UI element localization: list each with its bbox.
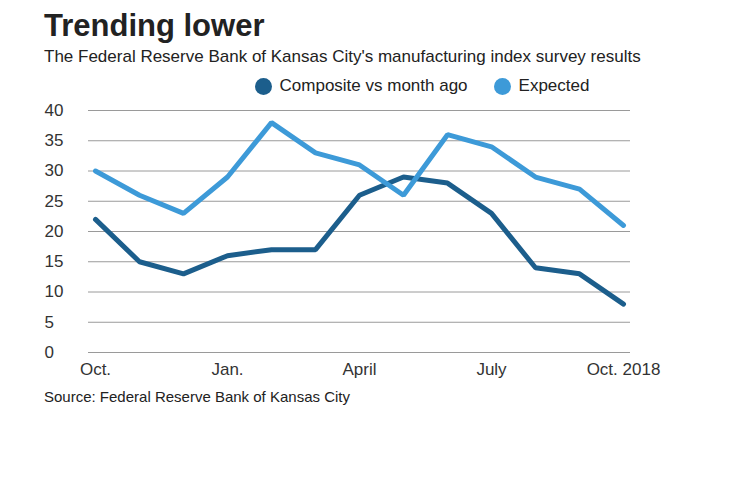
svg-text:Oct. 2018: Oct. 2018 <box>587 360 661 379</box>
svg-text:30: 30 <box>45 161 64 180</box>
html-text:Expected: Expected <box>518 76 590 95</box>
svg-text:10: 10 <box>45 282 64 301</box>
html-text:Source: Federal Reserve Bank o: Source: Federal Reserve Bank of Kansas C… <box>44 388 350 405</box>
svg-text:25: 25 <box>45 192 64 211</box>
svg-text:35: 35 <box>45 131 64 150</box>
svg-text:July: July <box>476 360 507 379</box>
svg-text:5: 5 <box>45 313 54 332</box>
svg-text:Jan.: Jan. <box>211 360 243 379</box>
html-text:Composite vs month ago: Composite vs month ago <box>279 76 468 95</box>
svg-text:0: 0 <box>45 343 54 362</box>
svg-text:Oct.: Oct. <box>80 360 111 379</box>
svg-text:April: April <box>342 360 376 379</box>
svg-text:15: 15 <box>45 252 64 271</box>
svg-text:40: 40 <box>45 101 64 120</box>
svg-text:20: 20 <box>45 222 64 241</box>
html-text:The Federal Reserve Bank of Ka: The Federal Reserve Bank of Kansas City'… <box>44 47 641 66</box>
html-text:Trending lower: Trending lower <box>44 8 265 43</box>
